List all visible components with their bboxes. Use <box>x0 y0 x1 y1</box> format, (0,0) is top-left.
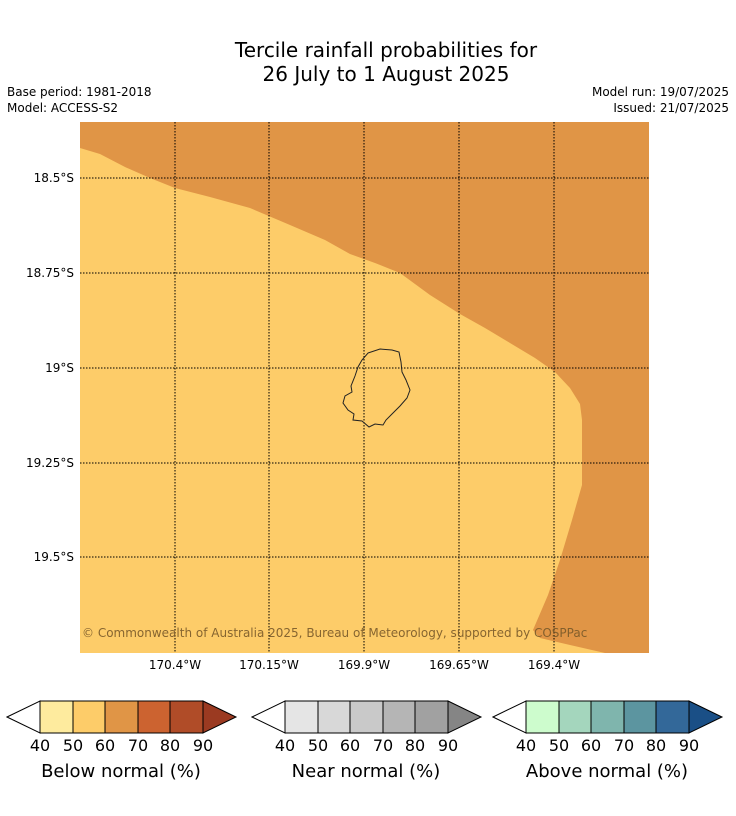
region-below-50-60 <box>80 148 605 653</box>
map-panel <box>80 122 649 653</box>
colorbar-tick: 80 <box>159 736 181 755</box>
colorbar-cell <box>559 701 591 733</box>
lat-label: 19°S <box>45 361 74 375</box>
colorbar-below-bar <box>6 700 238 734</box>
colorbar-tick: 80 <box>404 736 426 755</box>
lat-label: 18.75°S <box>26 266 74 280</box>
colorbar-cell <box>656 701 689 733</box>
colorbar-cell <box>350 701 383 733</box>
grid-lines <box>80 122 649 653</box>
colorbar-tick: 90 <box>192 736 214 755</box>
colorbar-tick: 50 <box>548 736 570 755</box>
colorbar-cell <box>415 701 448 733</box>
colorbar-tick: 60 <box>94 736 116 755</box>
colorbar-above-label: Above normal (%) <box>525 761 689 782</box>
base-period: Base period: 1981-2018 <box>7 85 152 99</box>
colorbar-cell <box>285 701 318 733</box>
colorbar-above-bar <box>492 700 724 734</box>
colorbar-extend-high <box>688 700 724 734</box>
colorbar-tick: 90 <box>678 736 700 755</box>
island-coastline <box>342 348 411 428</box>
colorbar-below-label: Below normal (%) <box>41 761 201 782</box>
colorbar-cell <box>383 701 415 733</box>
colorbar-tick: 70 <box>613 736 635 755</box>
colorbar-tick: 60 <box>580 736 602 755</box>
colorbar-cell <box>591 701 624 733</box>
copyright-notice: © Commonwealth of Australia 2025, Bureau… <box>82 626 588 640</box>
lon-label: 169.4°W <box>527 658 581 672</box>
colorbar-near-bar <box>251 700 483 734</box>
colorbar-tick: 70 <box>127 736 149 755</box>
colorbar-tick: 90 <box>437 736 459 755</box>
colorbar-extend-low <box>251 700 286 734</box>
lat-label: 18.5°S <box>33 171 74 185</box>
meta-right: Model run: 19/07/2025 Issued: 21/07/2025 <box>592 84 729 116</box>
colorbar-cell <box>526 701 559 733</box>
lat-label: 19.5°S <box>33 550 74 564</box>
colorbar-cell <box>170 701 203 733</box>
colorbar-tick: 60 <box>339 736 361 755</box>
colorbar-extend-low <box>492 700 527 734</box>
lon-label: 170.4°W <box>148 658 202 672</box>
lat-label: 19.25°S <box>26 456 74 470</box>
meta-left: Base period: 1981-2018 Model: ACCESS-S2 <box>7 84 152 116</box>
colorbar-extend-high <box>447 700 483 734</box>
map-title: Tercile rainfall probabilities for 26 Ju… <box>0 38 736 86</box>
lon-label: 170.15°W <box>239 658 299 672</box>
colorbar-cell <box>105 701 138 733</box>
colorbar-cell <box>138 701 170 733</box>
colorbar-cell <box>40 701 73 733</box>
title-line-1: Tercile rainfall probabilities for <box>234 38 538 62</box>
colorbar-cell <box>73 701 105 733</box>
model-name: Model: ACCESS-S2 <box>7 101 119 115</box>
lon-label: 169.9°W <box>337 658 391 672</box>
lon-label: 169.65°W <box>429 658 489 672</box>
colorbar-tick: 50 <box>62 736 84 755</box>
issued-date: Issued: 21/07/2025 <box>613 101 729 115</box>
colorbar-cell <box>624 701 656 733</box>
colorbar-cell <box>318 701 350 733</box>
colorbar-near-label: Near normal (%) <box>291 761 441 782</box>
colorbar-tick: 50 <box>307 736 329 755</box>
title-line-2: 26 July to 1 August 2025 <box>262 62 510 86</box>
colorbar-extend-high <box>202 700 238 734</box>
model-run: Model run: 19/07/2025 <box>591 85 729 99</box>
colorbar-tick: 70 <box>372 736 394 755</box>
colorbar-tick: 40 <box>29 736 51 755</box>
colorbar-extend-low <box>6 700 41 734</box>
colorbar-tick: 80 <box>645 736 667 755</box>
colorbar-tick: 40 <box>515 736 537 755</box>
colorbar-tick: 40 <box>274 736 296 755</box>
